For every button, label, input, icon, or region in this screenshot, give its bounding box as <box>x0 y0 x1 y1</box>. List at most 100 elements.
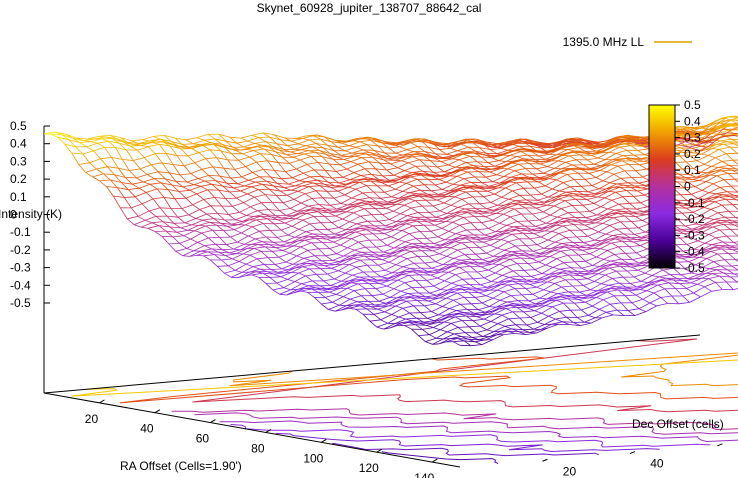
surface-mesh-line <box>157 188 169 190</box>
surface-mesh-line <box>280 189 292 192</box>
surface-mesh-line <box>379 162 391 165</box>
surface-mesh-line <box>540 163 548 167</box>
surface-mesh-line <box>264 148 276 153</box>
surface-mesh-line <box>528 220 536 227</box>
surface-mesh-line <box>435 181 447 186</box>
surface-mesh-line <box>505 266 514 272</box>
surface-mesh-line <box>514 288 523 296</box>
surface-mesh-line <box>697 128 709 134</box>
surface-mesh-line <box>605 274 613 279</box>
surface-mesh-line <box>382 293 391 298</box>
surface-mesh-line <box>183 165 192 174</box>
surface-mesh-line <box>262 132 274 135</box>
surface-mesh-line <box>173 164 185 167</box>
surface-mesh-line <box>251 186 259 190</box>
surface-mesh-line <box>355 144 367 148</box>
surface-mesh-line <box>191 145 204 149</box>
surface-mesh-line <box>632 160 640 166</box>
surface-mesh-line <box>197 237 209 243</box>
surface-mesh-line <box>230 176 242 179</box>
surface-mesh-line <box>256 258 265 265</box>
surface-mesh-line <box>276 143 288 147</box>
surface-mesh-line <box>179 243 187 249</box>
surface-mesh-line <box>268 244 277 249</box>
surface-mesh-line <box>556 299 564 304</box>
surface-mesh-line <box>681 135 693 137</box>
surface-mesh-line <box>541 273 549 275</box>
surface-mesh-line <box>329 291 337 295</box>
surface-mesh-line <box>448 159 460 166</box>
surface-mesh-line <box>615 135 627 139</box>
surface-mesh-line <box>716 269 724 274</box>
surface-mesh-line <box>399 181 407 184</box>
surface-mesh-line <box>267 257 276 265</box>
surface-mesh-line <box>307 292 315 298</box>
surface-mesh-line <box>123 141 135 146</box>
surface-mesh-line <box>328 163 337 172</box>
surface-mesh-line <box>227 226 235 231</box>
surface-mesh-line <box>284 222 293 227</box>
surface-mesh-line <box>639 164 647 170</box>
surface-mesh-line <box>589 253 597 258</box>
surface-mesh-line <box>185 139 194 145</box>
surface-mesh-line <box>156 188 165 198</box>
surface-mesh-line <box>193 143 201 146</box>
surface-mesh-line <box>405 318 413 322</box>
surface-mesh-line <box>166 215 175 224</box>
surface-mesh-line <box>222 249 230 254</box>
surface-mesh-line <box>99 180 107 187</box>
surface-mesh-line <box>185 146 197 149</box>
surface-mesh-line <box>484 277 492 282</box>
surface-mesh-line <box>556 149 568 156</box>
surface-mesh-line <box>576 236 584 244</box>
surface-mesh-line <box>701 127 709 130</box>
surface-mesh-line <box>512 190 520 196</box>
surface-mesh-line <box>712 148 720 150</box>
surface-mesh-line <box>180 224 192 229</box>
surface-mesh-line <box>205 224 217 227</box>
surface-mesh-line <box>274 222 286 225</box>
surface-mesh-line <box>330 153 342 156</box>
surface-mesh-line <box>349 145 357 148</box>
surface-mesh-line <box>711 126 723 132</box>
surface-mesh-line <box>575 246 583 251</box>
surface-mesh-line <box>288 180 300 185</box>
surface-mesh-line <box>686 161 694 169</box>
surface-mesh-line <box>295 135 307 139</box>
surface-mesh-line <box>690 193 699 199</box>
surface-mesh-line <box>284 187 292 191</box>
surface-mesh-line <box>453 258 461 261</box>
surface-mesh-line <box>382 174 394 177</box>
surface-mesh-line <box>61 134 70 141</box>
surface-mesh-line <box>278 162 286 172</box>
surface-mesh-line <box>256 218 268 221</box>
surface-mesh-line <box>688 261 696 266</box>
surface-mesh-line <box>341 142 350 147</box>
surface-mesh-line <box>425 199 434 207</box>
surface-mesh-line <box>609 225 617 230</box>
surface-mesh-line <box>71 152 80 165</box>
surface-mesh-line <box>258 137 266 142</box>
surface-mesh-line <box>131 203 143 209</box>
surface-mesh-line <box>161 162 170 174</box>
surface-mesh-line <box>213 144 222 152</box>
surface-mesh-line <box>225 198 233 207</box>
surface-mesh-line <box>126 149 134 161</box>
surface-mesh-line <box>343 159 352 162</box>
surface-mesh-line <box>325 169 337 172</box>
surface-mesh-line <box>230 232 242 238</box>
surface-mesh-line <box>524 255 533 259</box>
surface-mesh-line <box>236 197 244 204</box>
surface-mesh-line <box>471 167 480 173</box>
surface-mesh-line <box>288 183 296 187</box>
surface-mesh-line <box>591 228 599 233</box>
surface-mesh-line <box>638 227 646 233</box>
surface-mesh-line <box>338 270 346 274</box>
surface-mesh-line <box>484 234 492 238</box>
surface-mesh-line <box>187 155 196 164</box>
surface-mesh-line <box>420 189 428 195</box>
surface-mesh-line <box>445 221 453 223</box>
surface-mesh-line <box>409 189 421 194</box>
surface-mesh-line <box>317 211 329 214</box>
surface-mesh-line <box>522 141 534 144</box>
